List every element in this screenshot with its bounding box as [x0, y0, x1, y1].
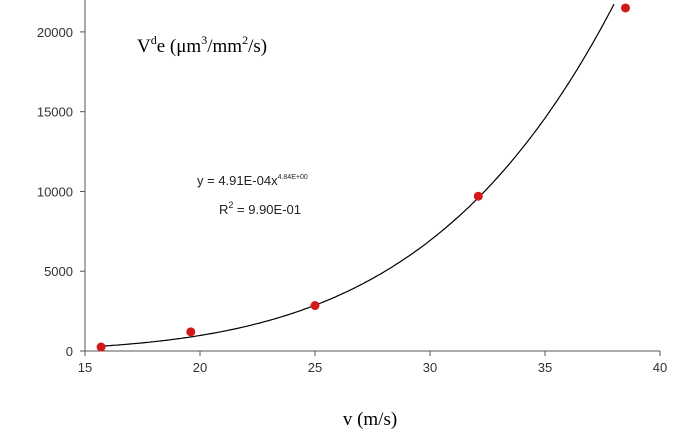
x-tick-label: 35	[538, 360, 552, 375]
data-point	[310, 301, 320, 311]
axes: 15 20 25 30 35 40 0 5000 10000 15000 20000	[37, 0, 667, 375]
y-tick-label: 20000	[37, 25, 73, 40]
x-tick-label: 20	[193, 360, 207, 375]
y-tick-label: 0	[66, 344, 73, 359]
trendline-r2: R2 = 9.90E-01	[219, 200, 301, 217]
y-tick-label: 5000	[44, 264, 73, 279]
power-trendline	[101, 3, 615, 347]
trendline-equation: y = 4.91E-04x4.84E+00	[197, 173, 308, 188]
trendline-layer	[101, 3, 615, 347]
data-point	[621, 3, 630, 13]
x-tick-label: 40	[653, 360, 667, 375]
x-tick-label: 25	[308, 360, 322, 375]
x-tick-label: 30	[423, 360, 437, 375]
x-tick-label: 15	[78, 360, 92, 375]
y-axis-label: Vde (μm3/mm2/s)	[137, 33, 267, 57]
data-point	[186, 327, 196, 337]
points-layer	[96, 3, 630, 352]
y-tick-label: 15000	[37, 105, 73, 120]
y-tick-label: 10000	[37, 184, 73, 199]
data-point	[473, 191, 483, 201]
x-axis-label: v (m/s)	[343, 409, 397, 430]
data-point	[96, 342, 106, 352]
